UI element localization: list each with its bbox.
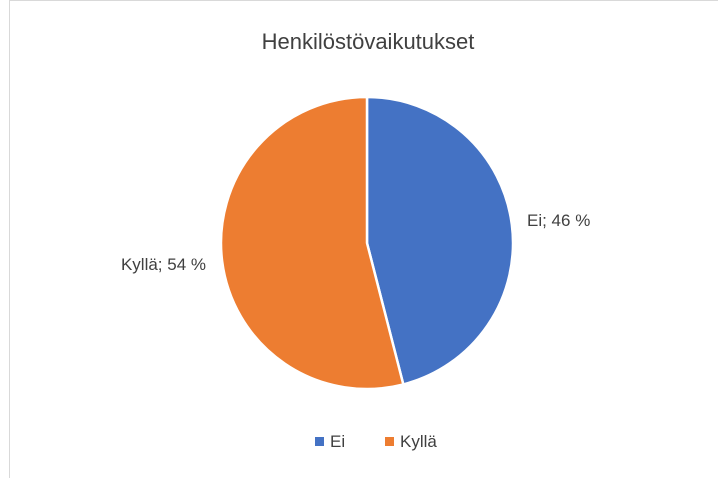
legend-label-kyll-: Kyllä	[400, 432, 437, 451]
legend: Ei Kyllä	[315, 432, 437, 451]
legend-swatch-ei	[315, 437, 324, 446]
legend-label-ei: Ei	[330, 432, 345, 451]
data-label-kyll-: Kyllä; 54 %	[121, 255, 206, 274]
chart-border	[9, 0, 718, 478]
chart-title: Henkilöstövaikutukset	[262, 29, 475, 54]
data-label-ei: Ei; 46 %	[527, 211, 590, 230]
data-labels: Ei; 46 % Kyllä; 54 %	[121, 211, 590, 274]
legend-swatch-kyll-	[385, 437, 394, 446]
pie-slice-kyll-	[219, 95, 405, 391]
pie-slice-ei	[365, 95, 515, 386]
pie-slices	[219, 95, 515, 391]
